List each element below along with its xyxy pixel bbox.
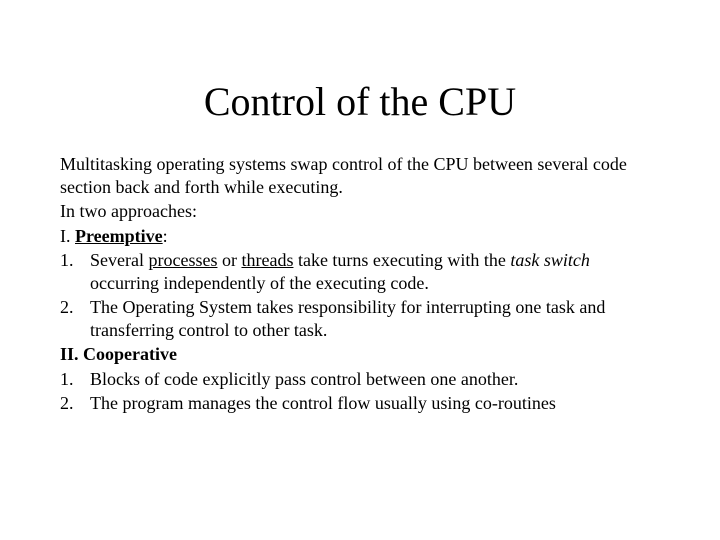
list-text: Blocks of code explicitly pass control b…: [90, 368, 660, 391]
slide-body: Multitasking operating systems swap cont…: [60, 153, 660, 415]
text-italic-task-switch: task switch: [510, 250, 590, 270]
list-number: 2.: [60, 296, 90, 341]
section-2-item-1: 1. Blocks of code explicitly pass contro…: [60, 368, 660, 391]
list-text: The Operating System takes responsibilit…: [90, 296, 660, 341]
section-1-item-2: 2. The Operating System takes responsibi…: [60, 296, 660, 341]
section-1-prefix: I.: [60, 226, 75, 246]
list-text: Several processes or threads take turns …: [90, 249, 660, 294]
text-part: occurring independently of the executing…: [90, 273, 429, 293]
section-2-heading: II. Cooperative: [60, 343, 660, 366]
text-part: take turns executing with the: [293, 250, 510, 270]
section-1-heading: I. Preemptive:: [60, 225, 660, 248]
text-part: Several: [90, 250, 148, 270]
list-number: 2.: [60, 392, 90, 415]
section-1-suffix: :: [163, 226, 168, 246]
text-underline-processes: processes: [148, 250, 217, 270]
intro-paragraph-1: Multitasking operating systems swap cont…: [60, 153, 660, 198]
section-2-item-2: 2. The program manages the control flow …: [60, 392, 660, 415]
section-1-label: Preemptive: [75, 226, 163, 246]
section-1-item-1: 1. Several processes or threads take tur…: [60, 249, 660, 294]
slide: Control of the CPU Multitasking operatin…: [0, 0, 720, 540]
list-text: The program manages the control flow usu…: [90, 392, 660, 415]
text-underline-threads: threads: [241, 250, 293, 270]
text-part: or: [217, 250, 241, 270]
intro-paragraph-2: In two approaches:: [60, 200, 660, 223]
slide-title: Control of the CPU: [60, 78, 660, 125]
list-number: 1.: [60, 368, 90, 391]
list-number: 1.: [60, 249, 90, 294]
